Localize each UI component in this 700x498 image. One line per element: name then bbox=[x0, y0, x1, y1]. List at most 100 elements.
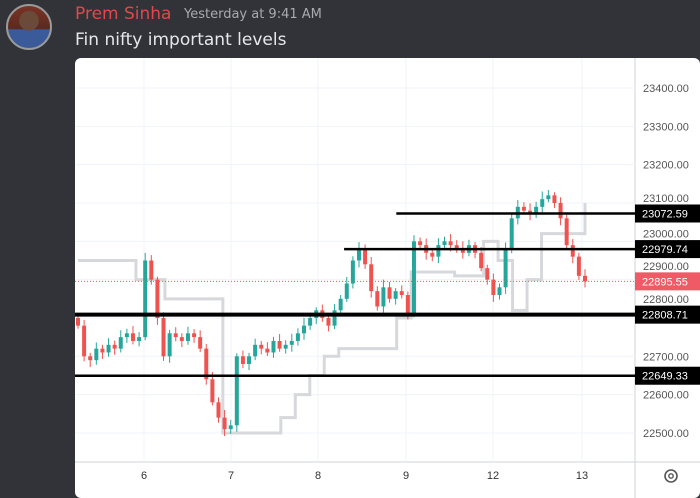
candle bbox=[149, 255, 154, 285]
candle bbox=[204, 344, 209, 385]
candle bbox=[302, 317, 307, 340]
candle bbox=[192, 329, 197, 343]
candle bbox=[106, 338, 111, 357]
candle bbox=[94, 342, 99, 365]
candle bbox=[265, 342, 270, 356]
candle bbox=[100, 344, 105, 359]
candle bbox=[216, 397, 221, 423]
candle bbox=[173, 327, 178, 342]
y-tick-label: 23100.00 bbox=[643, 193, 689, 205]
candle bbox=[479, 247, 484, 272]
candle bbox=[430, 248, 435, 262]
author-name[interactable]: Prem Sinha bbox=[75, 4, 172, 24]
y-tick-label: 23300.00 bbox=[643, 121, 689, 133]
candle bbox=[387, 281, 392, 303]
candle bbox=[576, 252, 581, 281]
candle bbox=[234, 353, 239, 432]
y-tick-label: 22600.00 bbox=[643, 390, 689, 402]
candle bbox=[503, 242, 508, 294]
x-tick-label: 6 bbox=[141, 470, 147, 482]
candle bbox=[228, 419, 233, 434]
candle bbox=[295, 328, 300, 346]
candle bbox=[570, 239, 575, 264]
level-badge bbox=[635, 366, 700, 385]
candle bbox=[552, 192, 557, 208]
x-tick-label: 12 bbox=[487, 470, 499, 482]
overlay-line bbox=[78, 202, 587, 435]
candle bbox=[509, 214, 514, 254]
candle bbox=[82, 319, 87, 362]
x-tick-label: 13 bbox=[576, 470, 588, 482]
level-label: 22979.74 bbox=[642, 244, 688, 256]
candle bbox=[534, 201, 539, 218]
candle bbox=[350, 256, 355, 289]
candle bbox=[436, 238, 441, 264]
candle bbox=[375, 286, 380, 311]
candle bbox=[583, 269, 587, 288]
y-tick-label: 23200.00 bbox=[643, 160, 689, 172]
level-badge bbox=[635, 204, 700, 223]
candle bbox=[411, 235, 416, 318]
candle bbox=[564, 214, 569, 250]
candle bbox=[179, 333, 184, 348]
candle bbox=[289, 333, 294, 352]
candle bbox=[356, 242, 361, 268]
avatar[interactable] bbox=[6, 4, 52, 50]
candle bbox=[210, 372, 215, 406]
candle bbox=[76, 314, 80, 329]
candle bbox=[344, 276, 349, 302]
candle bbox=[277, 334, 282, 352]
level-badge bbox=[635, 305, 700, 324]
candle bbox=[515, 199, 520, 225]
candle bbox=[393, 288, 398, 305]
x-tick-label: 7 bbox=[228, 470, 234, 482]
level-label: 22649.33 bbox=[642, 371, 688, 383]
candle bbox=[271, 336, 276, 358]
candle bbox=[240, 350, 245, 369]
level-label: 22808.71 bbox=[642, 310, 688, 322]
gear-icon[interactable] bbox=[664, 469, 678, 483]
candle bbox=[399, 285, 404, 299]
candle bbox=[283, 340, 288, 354]
candlestick-chart: 22895.55 23072.59 22979.74 22808.71 22649.33… bbox=[75, 58, 700, 498]
candle bbox=[338, 294, 343, 316]
candle bbox=[143, 252, 148, 341]
candle bbox=[485, 264, 490, 285]
chart-image[interactable]: 22895.55 23072.59 22979.74 22808.71 22649.33… bbox=[75, 58, 700, 498]
candle bbox=[247, 352, 252, 371]
candle bbox=[161, 312, 166, 361]
candle bbox=[155, 276, 160, 325]
last-price-label: 22895.55 bbox=[642, 276, 688, 288]
candle bbox=[540, 191, 545, 213]
level-badge bbox=[635, 240, 700, 259]
candle bbox=[381, 279, 386, 313]
message-timestamp: Yesterday at 9:41 AM bbox=[184, 7, 322, 22]
candle bbox=[112, 340, 117, 355]
candle bbox=[497, 283, 502, 300]
candle bbox=[185, 326, 190, 345]
x-tick-label: 8 bbox=[315, 470, 321, 482]
candle bbox=[546, 189, 551, 203]
candle bbox=[528, 203, 533, 221]
candle bbox=[124, 328, 129, 343]
candle bbox=[253, 338, 258, 361]
candle bbox=[491, 273, 496, 302]
y-tick-label: 22700.00 bbox=[643, 351, 689, 363]
candle bbox=[88, 352, 93, 368]
candle bbox=[130, 326, 135, 345]
candle bbox=[442, 236, 447, 250]
message-text: Fin nifty important levels bbox=[75, 30, 287, 50]
y-tick-label: 22900.00 bbox=[643, 261, 689, 273]
y-tick-label: 22500.00 bbox=[643, 428, 689, 440]
y-tick-label: 22800.00 bbox=[643, 294, 689, 306]
level-label: 23072.59 bbox=[642, 208, 688, 220]
candle bbox=[454, 240, 459, 253]
candle bbox=[198, 330, 203, 353]
y-tick-label: 23000.00 bbox=[643, 229, 689, 241]
last-price-badge bbox=[635, 272, 700, 291]
candle bbox=[118, 330, 123, 353]
candle bbox=[259, 340, 264, 355]
candle bbox=[167, 329, 172, 363]
candle bbox=[558, 197, 563, 226]
candle bbox=[369, 257, 374, 298]
